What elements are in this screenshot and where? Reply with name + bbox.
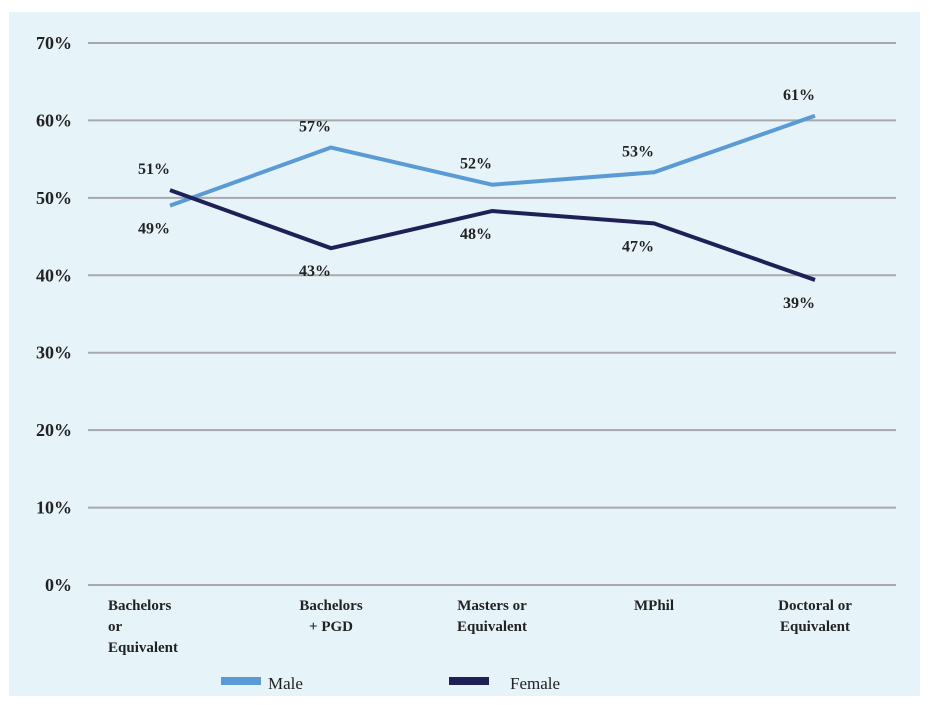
gridlines (88, 42, 896, 586)
x-category-label: Bachelors (108, 598, 171, 614)
legend-swatch-female (449, 677, 489, 685)
data-label-female: 51% (138, 161, 170, 178)
legend-label-female: Female (510, 674, 560, 693)
x-category-label: or (108, 619, 123, 635)
x-category-label: Masters or (457, 598, 527, 614)
y-axis-ticks: 0% 10% 20% 30% 40% 50% 60% 70% (36, 33, 72, 595)
data-label-female: 47% (622, 238, 654, 255)
data-label-male: 53% (622, 143, 654, 160)
data-label-male: 49% (138, 221, 170, 238)
x-category-label: Doctoral or (778, 598, 852, 614)
legend-swatch-male (221, 677, 261, 685)
y-tick-label: 50% (36, 188, 72, 208)
x-category-label: Equivalent (780, 619, 850, 635)
data-label-male: 57% (299, 119, 331, 136)
legend: Male Female (221, 674, 560, 693)
chart-panel (9, 12, 920, 696)
y-tick-label: 10% (36, 498, 72, 518)
series-lines (169, 113, 816, 282)
y-tick-label: 0% (45, 575, 72, 595)
x-category-label: MPhil (634, 598, 674, 614)
y-tick-label: 60% (36, 110, 72, 130)
x-category-label: Equivalent (108, 640, 178, 656)
series-line-female (169, 188, 816, 282)
data-label-female: 39% (783, 295, 815, 312)
x-category-label: + PGD (309, 619, 353, 635)
data-label-male: 61% (783, 87, 815, 104)
x-category-label: Equivalent (457, 619, 527, 635)
x-category-label: Bachelors (299, 598, 362, 614)
y-tick-label: 20% (36, 420, 72, 440)
data-label-female: 48% (460, 226, 492, 243)
y-tick-label: 30% (36, 343, 72, 363)
legend-label-male: Male (268, 674, 303, 693)
series-line-male (169, 113, 816, 208)
data-label-male: 52% (460, 156, 492, 173)
data-label-female: 43% (299, 263, 331, 280)
y-tick-label: 70% (36, 33, 72, 53)
x-axis-categories: Bachelors or Equivalent Bachelors + PGD Maste… (108, 598, 852, 656)
data-labels: 49% 57% 52% 53% 61% 51% 43% 48% 47% 39% (138, 87, 815, 312)
y-tick-label: 40% (36, 265, 72, 285)
